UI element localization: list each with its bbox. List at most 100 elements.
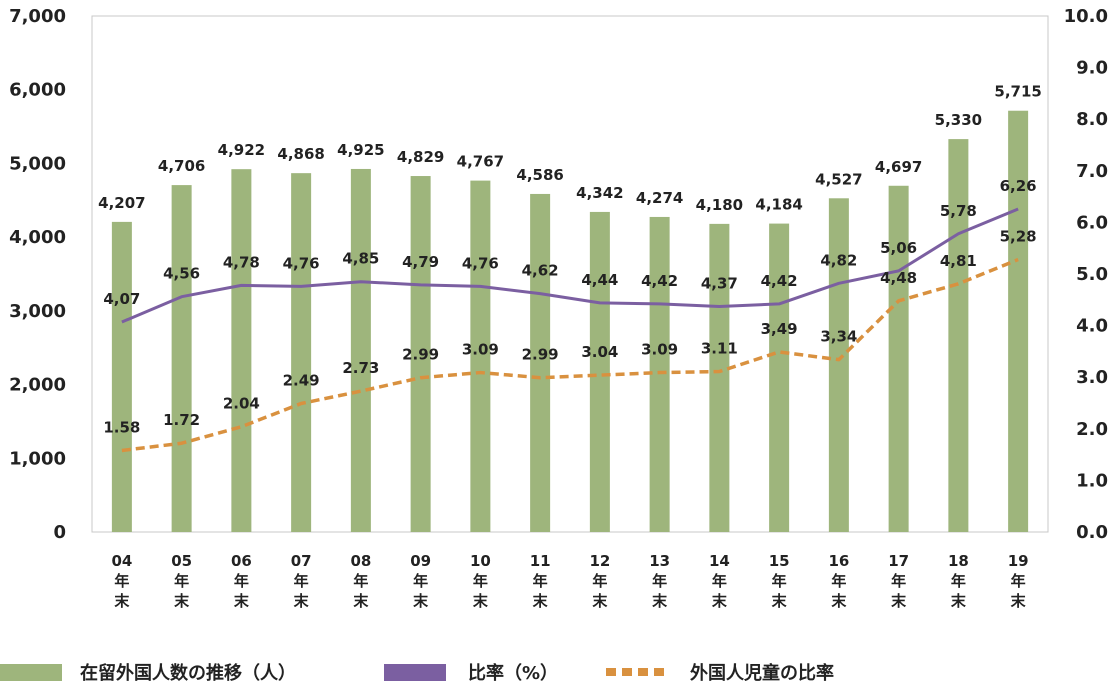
- children-ratio-value-label: 4,81: [940, 252, 977, 270]
- children-ratio-value-label: 3.04: [581, 343, 618, 361]
- left-tick-label: 0: [53, 522, 66, 543]
- ratio-value-label: 4,62: [522, 262, 559, 280]
- x-tick-label: 年: [234, 572, 249, 590]
- children-ratio-line: [121, 257, 1019, 453]
- x-tick-label: 08: [350, 552, 371, 570]
- x-tick-label: 07: [291, 552, 312, 570]
- bar: [171, 185, 192, 532]
- x-tick-label: 末: [772, 592, 788, 610]
- children-ratio-value-label: 1.72: [163, 411, 200, 429]
- x-tick-label: 09: [410, 552, 431, 570]
- x-tick-label: 年: [652, 572, 667, 590]
- x-tick-label: 末: [294, 592, 310, 610]
- bar: [828, 198, 849, 533]
- x-tick-label: 10: [470, 552, 491, 570]
- bar: [709, 223, 730, 533]
- right-tick-label: 4.0: [1076, 316, 1108, 337]
- right-tick-label: 8.0: [1076, 109, 1108, 130]
- ratio-value-label: 4,42: [641, 272, 678, 290]
- legend: 在留外国人数の推移（人） 比率（%） 外国人児童の比率: [0, 662, 834, 684]
- bar: [231, 169, 252, 532]
- x-tick-label: 年: [891, 572, 906, 590]
- bar: [948, 139, 969, 533]
- x-tick-label: 18: [948, 552, 969, 570]
- right-tick-label: 2.0: [1076, 419, 1108, 440]
- bar: [350, 168, 371, 532]
- bar-value-label: 4,697: [875, 158, 922, 176]
- x-tick-label: 年: [592, 572, 607, 590]
- x-tick-label: 末: [174, 592, 190, 610]
- x-tick-label: 13: [649, 552, 670, 570]
- x-tick-label: 年: [951, 572, 966, 590]
- x-tick-label: 15: [769, 552, 790, 570]
- children-ratio-value-label: 3,34: [820, 328, 857, 346]
- legend-label-children: 外国人児童の比率: [690, 662, 834, 684]
- x-tick-label: 年: [353, 572, 368, 590]
- bar: [888, 185, 909, 533]
- legend-swatch-ratio: [384, 664, 446, 681]
- x-tick-label: 末: [1011, 592, 1027, 610]
- left-tick-label: 6,000: [9, 80, 66, 101]
- ratio-value-label: 4,78: [223, 253, 260, 271]
- ratio-value-label: 4,85: [342, 250, 379, 268]
- data-labels: 4,207 4,706 4,922 4,868 4,925 4,829 4,767 4,586…: [98, 83, 1042, 437]
- left-tick-label: 3,000: [9, 301, 66, 322]
- x-tick-label: 末: [413, 592, 429, 610]
- children-ratio-value-label: 3.09: [462, 341, 499, 359]
- bar-series: [111, 110, 1029, 533]
- children-ratio-value-label: 5,28: [1000, 228, 1037, 246]
- x-tick-label: 年: [772, 572, 787, 590]
- ratio-value-label: 4,76: [462, 254, 499, 272]
- bar: [470, 180, 491, 532]
- x-tick-label: 年: [831, 572, 846, 590]
- left-tick-label: 7,000: [9, 6, 66, 27]
- legend-label-ratio: 比率（%）: [468, 662, 558, 684]
- x-tick-label: 末: [652, 592, 668, 610]
- x-tick-label: 年: [473, 572, 488, 590]
- ratio-value-label: 4,79: [402, 253, 439, 271]
- left-axis-ticks: 0 1,000 2,000 3,000 4,000 5,000 6,000 7,000: [9, 6, 66, 543]
- bar-value-label: 4,868: [277, 145, 324, 163]
- ratio-value-label: 4,42: [761, 272, 798, 290]
- bar-value-label: 4,925: [337, 141, 384, 159]
- x-tick-label: 末: [353, 592, 369, 610]
- x-tick-label: 17: [888, 552, 909, 570]
- bar-value-label: 4,527: [815, 170, 862, 188]
- right-tick-label: 10.0: [1064, 6, 1108, 27]
- right-tick-label: 3.0: [1076, 367, 1108, 388]
- x-axis-labels: 04 年末 05 年末 06 年末 07 年末 08 年末 09 年末 10 年末 11 年末 12 年末 13 年末…: [111, 552, 1028, 610]
- bar-value-label: 4,207: [98, 194, 145, 212]
- bar-value-label: 4,767: [457, 153, 504, 171]
- bar: [111, 221, 132, 532]
- right-tick-label: 7.0: [1076, 161, 1108, 182]
- x-tick-label: 年: [712, 572, 727, 590]
- bar-value-label: 4,706: [158, 157, 205, 175]
- legend-swatch-bars: [0, 664, 62, 681]
- children-ratio-value-label: 1.58: [103, 418, 140, 436]
- x-tick-label: 16: [828, 552, 849, 570]
- ratio-value-label: 4,07: [103, 290, 140, 308]
- ratio-line: [121, 207, 1019, 324]
- x-tick-label: 年: [413, 572, 428, 590]
- legend-label-bars: 在留外国人数の推移（人）: [80, 662, 296, 684]
- bar-value-label: 5,715: [994, 83, 1041, 101]
- bar-value-label: 4,829: [397, 148, 444, 166]
- x-tick-label: 末: [951, 592, 967, 610]
- x-tick-label: 末: [473, 592, 489, 610]
- x-tick-label: 19: [1008, 552, 1029, 570]
- bar-value-label: 4,922: [218, 141, 265, 159]
- children-ratio-value-label: 2.99: [402, 346, 439, 364]
- x-tick-label: 末: [712, 592, 728, 610]
- x-tick-label: 05: [171, 552, 192, 570]
- x-tick-label: 末: [891, 592, 907, 610]
- x-tick-label: 末: [234, 592, 250, 610]
- x-tick-label: 04: [111, 552, 132, 570]
- bar-value-label: 4,180: [696, 196, 743, 214]
- x-tick-label: 末: [114, 592, 130, 610]
- ratio-value-label: 4,56: [163, 265, 200, 283]
- x-tick-label: 末: [533, 592, 549, 610]
- x-tick-label: 年: [533, 572, 548, 590]
- ratio-value-label: 6,26: [1000, 177, 1037, 195]
- ratio-value-label: 4,76: [283, 254, 320, 272]
- x-tick-label: 年: [294, 572, 309, 590]
